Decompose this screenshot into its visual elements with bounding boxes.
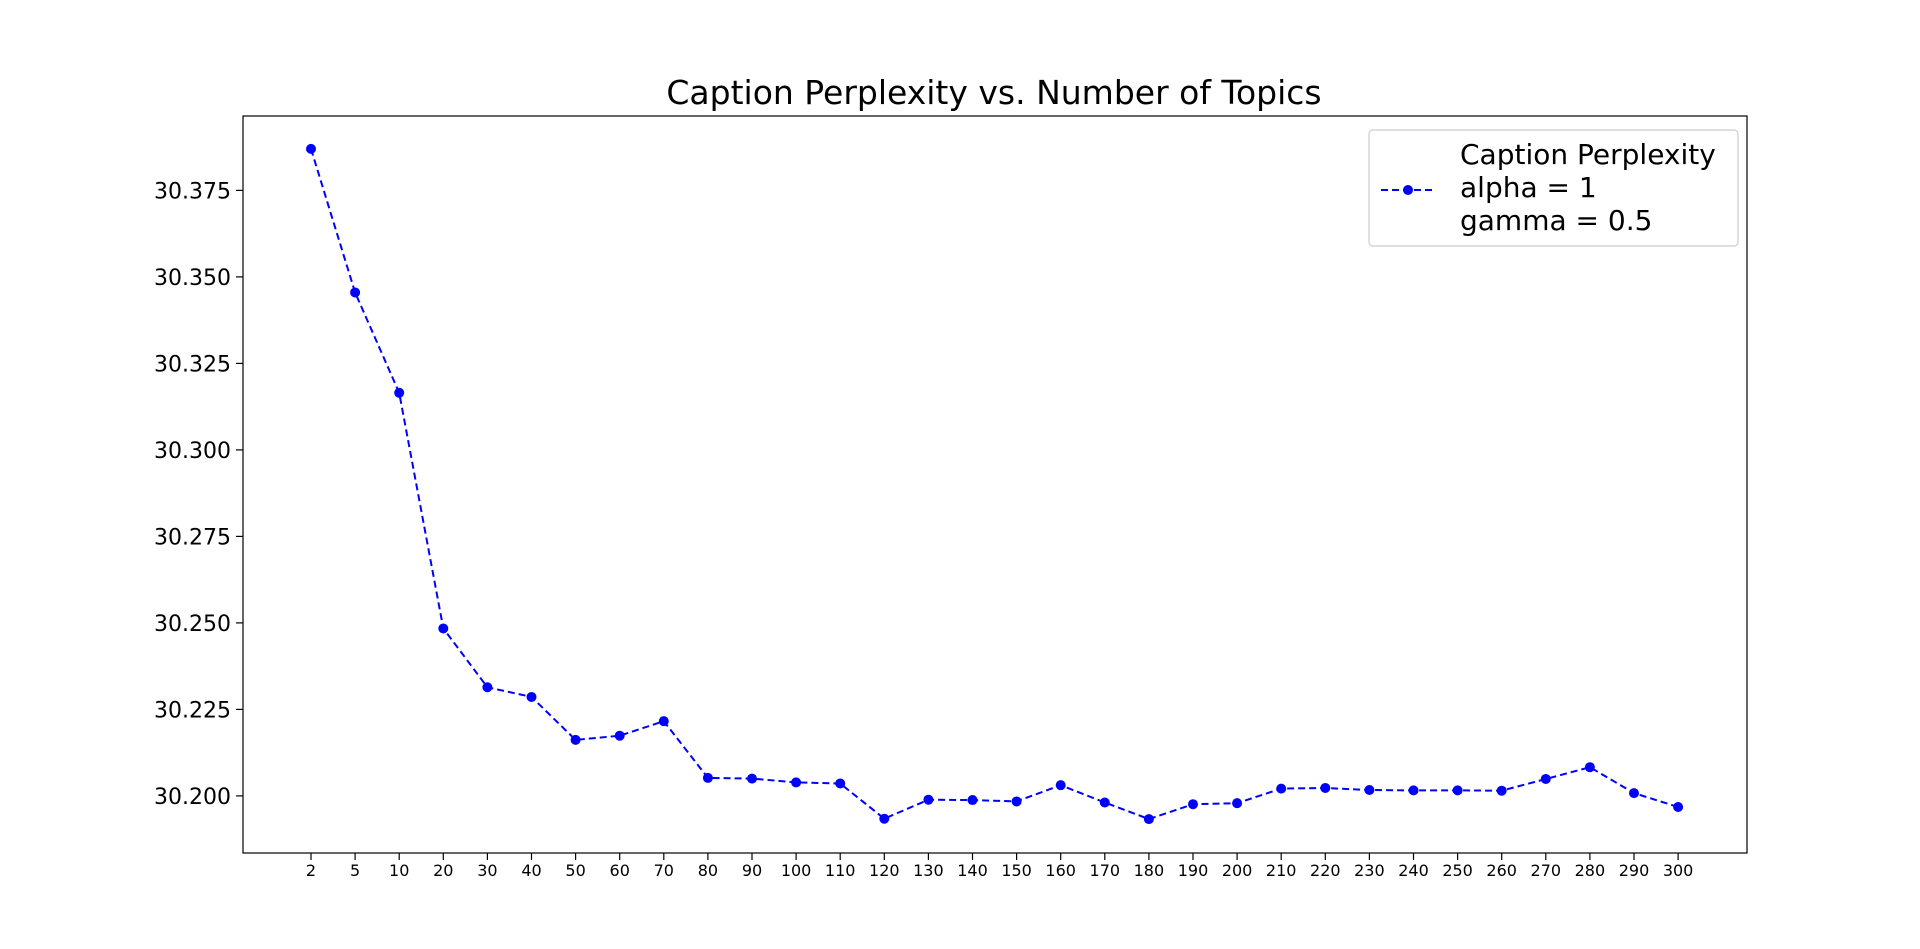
data-point xyxy=(350,287,361,298)
x-tick-label: 160 xyxy=(1045,861,1076,880)
x-tick-label: 190 xyxy=(1178,861,1209,880)
x-tick-label: 10 xyxy=(389,861,409,880)
data-point xyxy=(438,623,449,634)
y-tick-label: 30.300 xyxy=(154,439,231,464)
x-tick-label: 200 xyxy=(1222,861,1253,880)
x-tick-label: 2 xyxy=(306,861,316,880)
y-tick-label: 30.250 xyxy=(154,612,231,637)
x-tick-label: 280 xyxy=(1575,861,1606,880)
data-point xyxy=(1320,782,1331,793)
x-tick-label: 170 xyxy=(1090,861,1121,880)
data-point xyxy=(482,682,493,693)
chart-title: Caption Perplexity vs. Number of Topics xyxy=(666,73,1321,112)
y-axis: 30.200 30.225 30.250 30.275 30.300 30.325 30.3… xyxy=(154,179,243,810)
series-line xyxy=(310,148,1679,821)
x-tick-label: 50 xyxy=(565,861,585,880)
data-point xyxy=(306,143,316,154)
x-tick-label: 20 xyxy=(433,861,453,880)
x-tick-label: 290 xyxy=(1619,861,1650,880)
x-tick-label: 130 xyxy=(913,861,944,880)
y-tick-label: 30.200 xyxy=(154,785,231,810)
data-point xyxy=(702,772,713,783)
plot-area xyxy=(242,115,1748,854)
data-point xyxy=(526,691,537,702)
x-tick-label: 120 xyxy=(869,861,900,880)
data-point xyxy=(1673,801,1684,812)
legend: Caption Perplexity alpha = 1 gamma = 0.5 xyxy=(1368,129,1739,247)
data-point xyxy=(1011,796,1022,807)
y-tick-label: 30.350 xyxy=(154,266,231,291)
data-point xyxy=(1232,798,1243,809)
x-axis: 2 5 10 20 30 40 50 60 70 80 90 100 110 120 130 140 150 16… xyxy=(306,853,1693,880)
legend-marker xyxy=(1403,185,1413,195)
data-point xyxy=(1408,785,1419,796)
x-tick-label: 300 xyxy=(1663,861,1694,880)
data-point xyxy=(1143,814,1154,825)
data-point xyxy=(394,387,405,398)
data-point xyxy=(614,730,625,741)
x-tick-label: 60 xyxy=(610,861,630,880)
plot-frame xyxy=(242,115,1748,854)
data-point xyxy=(1364,785,1375,796)
x-tick-label: 110 xyxy=(825,861,856,880)
legend-box xyxy=(1368,129,1739,247)
data-series xyxy=(306,143,1684,825)
x-tick-label: 90 xyxy=(742,861,762,880)
data-point xyxy=(835,778,846,789)
data-point xyxy=(1629,788,1639,799)
data-point xyxy=(1540,773,1551,784)
x-tick-label: 40 xyxy=(521,861,541,880)
x-tick-label: 70 xyxy=(654,861,674,880)
data-point xyxy=(1276,783,1287,794)
x-tick-label: 260 xyxy=(1486,861,1517,880)
x-tick-label: 270 xyxy=(1531,861,1562,880)
x-tick-label: 220 xyxy=(1310,861,1341,880)
data-point xyxy=(1452,785,1463,796)
data-point xyxy=(791,777,802,788)
x-tick-label: 150 xyxy=(1001,861,1032,880)
data-point xyxy=(923,794,934,805)
y-tick-label: 30.375 xyxy=(154,179,231,204)
data-point xyxy=(967,795,978,806)
y-tick-label: 30.225 xyxy=(154,698,231,723)
x-tick-label: 140 xyxy=(957,861,988,880)
x-tick-label: 240 xyxy=(1398,861,1429,880)
x-tick-label: 210 xyxy=(1266,861,1297,880)
data-point xyxy=(879,813,890,824)
data-point xyxy=(1584,762,1595,773)
data-point xyxy=(1496,785,1507,796)
x-tick-label: 100 xyxy=(781,861,812,880)
x-tick-label: 5 xyxy=(350,861,360,880)
x-tick-label: 230 xyxy=(1354,861,1385,880)
data-point xyxy=(570,734,581,745)
y-tick-label: 30.325 xyxy=(154,352,231,377)
x-tick-label: 80 xyxy=(698,861,718,880)
y-tick-label: 30.275 xyxy=(154,525,231,550)
x-tick-label: 180 xyxy=(1134,861,1165,880)
x-tick-label: 30 xyxy=(477,861,497,880)
data-point xyxy=(658,716,669,727)
legend-label: Caption Perplexity alpha = 1 gamma = 0.5 xyxy=(1460,138,1716,237)
data-point xyxy=(1055,780,1066,791)
data-point xyxy=(1188,799,1198,810)
x-tick-label: 250 xyxy=(1442,861,1473,880)
data-point xyxy=(747,773,757,784)
data-point xyxy=(1099,797,1110,808)
